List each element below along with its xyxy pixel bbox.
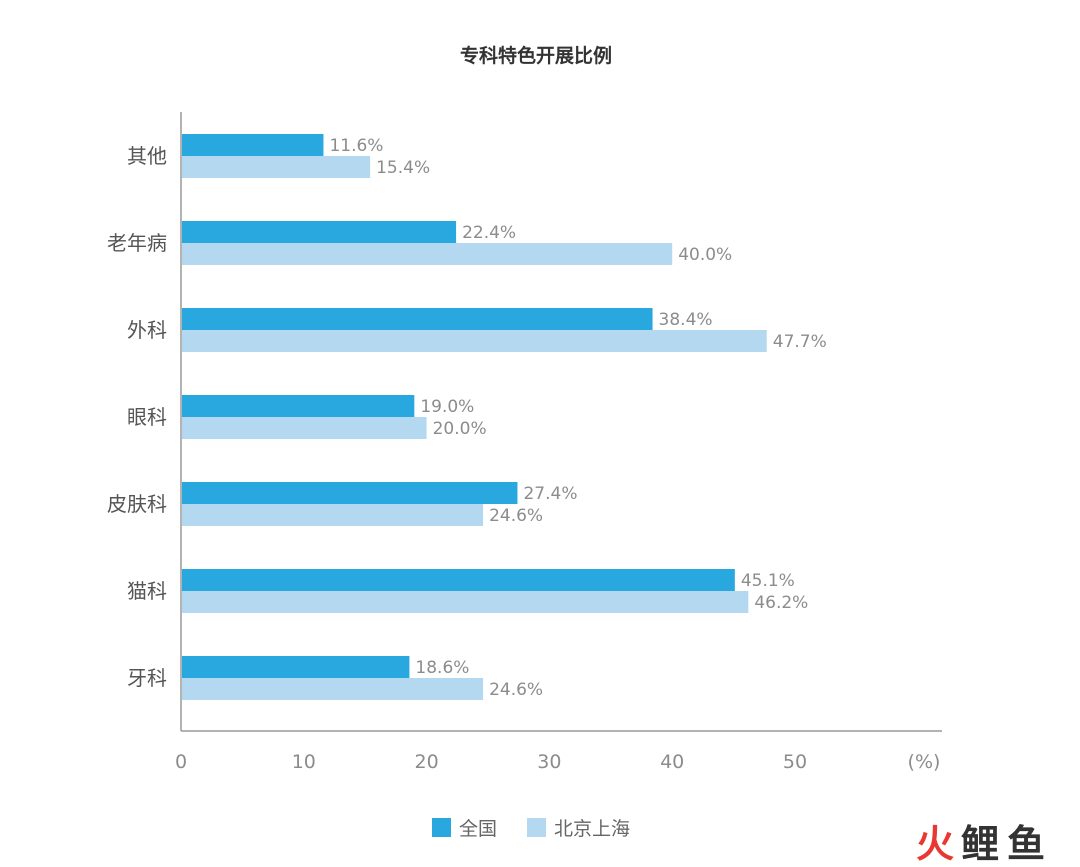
watermark-logo: 火鲤鱼 — [916, 822, 1045, 866]
watermark-char: 火 — [916, 822, 954, 866]
value-label: 20.0% — [433, 419, 487, 439]
value-label: 38.4% — [659, 310, 713, 330]
legend-label: 全国 — [459, 818, 497, 840]
bar-national — [182, 395, 415, 417]
legend: 全国 北京上海 — [432, 818, 630, 840]
x-tick-label: 50 — [783, 751, 807, 773]
bar-beijing-shanghai — [182, 504, 484, 526]
value-label: 15.4% — [376, 158, 430, 178]
bars — [182, 134, 767, 700]
bar-national — [182, 134, 324, 156]
bar-national — [182, 221, 457, 243]
bar-national — [182, 308, 653, 330]
value-labels: 11.6%15.4% 22.4% 40.0% 38.4% 47.7% 19.0%20.0%… — [329, 136, 826, 700]
bar-beijing-shanghai — [182, 417, 427, 439]
bar-beijing-shanghai — [182, 156, 371, 178]
value-label: 46.2% — [754, 593, 808, 613]
x-tick-label: 10 — [292, 751, 316, 773]
value-label: 47.7% — [773, 332, 827, 352]
watermark-char: 鱼 — [1007, 822, 1045, 866]
value-label: 24.6% — [489, 506, 543, 526]
category-label: 皮肤科 — [107, 492, 167, 516]
watermark-char: 鲤 — [961, 822, 999, 866]
chart-title: 专科特色开展比例 — [460, 44, 612, 67]
category-label: 眼科 — [127, 405, 167, 429]
bar-beijing-shanghai — [182, 591, 749, 613]
x-tick-label: 30 — [537, 751, 561, 773]
value-label: 27.4% — [523, 484, 577, 504]
category-label: 猫科 — [127, 579, 167, 603]
value-label: 11.6% — [329, 136, 383, 156]
bar-national — [182, 482, 518, 504]
bar-beijing-shanghai — [182, 330, 767, 352]
category-label: 其他 — [127, 144, 167, 168]
x-tick-labels: 0 10 20 30 40 50 — [175, 751, 807, 773]
category-label: 外科 — [127, 318, 167, 342]
bar-national — [182, 656, 410, 678]
value-label: 24.6% — [489, 680, 543, 700]
legend-label: 北京上海 — [554, 818, 630, 840]
bar-beijing-shanghai — [182, 678, 484, 700]
legend-swatch — [527, 818, 546, 837]
bar-beijing-shanghai — [182, 243, 673, 265]
bar-national — [182, 569, 735, 591]
value-label: 19.0% — [420, 397, 474, 417]
value-label: 22.4% — [462, 223, 516, 243]
x-tick-label: 20 — [415, 751, 439, 773]
value-label: 45.1% — [741, 571, 795, 591]
value-label: 18.6% — [415, 658, 469, 678]
category-label: 牙科 — [127, 666, 167, 690]
x-tick-label: 0 — [175, 751, 187, 773]
value-label: 40.0% — [678, 245, 732, 265]
legend-swatch — [432, 818, 451, 837]
x-unit-label: (%) — [908, 751, 941, 773]
category-label: 老年病 — [107, 231, 167, 255]
x-tick-label: 40 — [660, 751, 684, 773]
